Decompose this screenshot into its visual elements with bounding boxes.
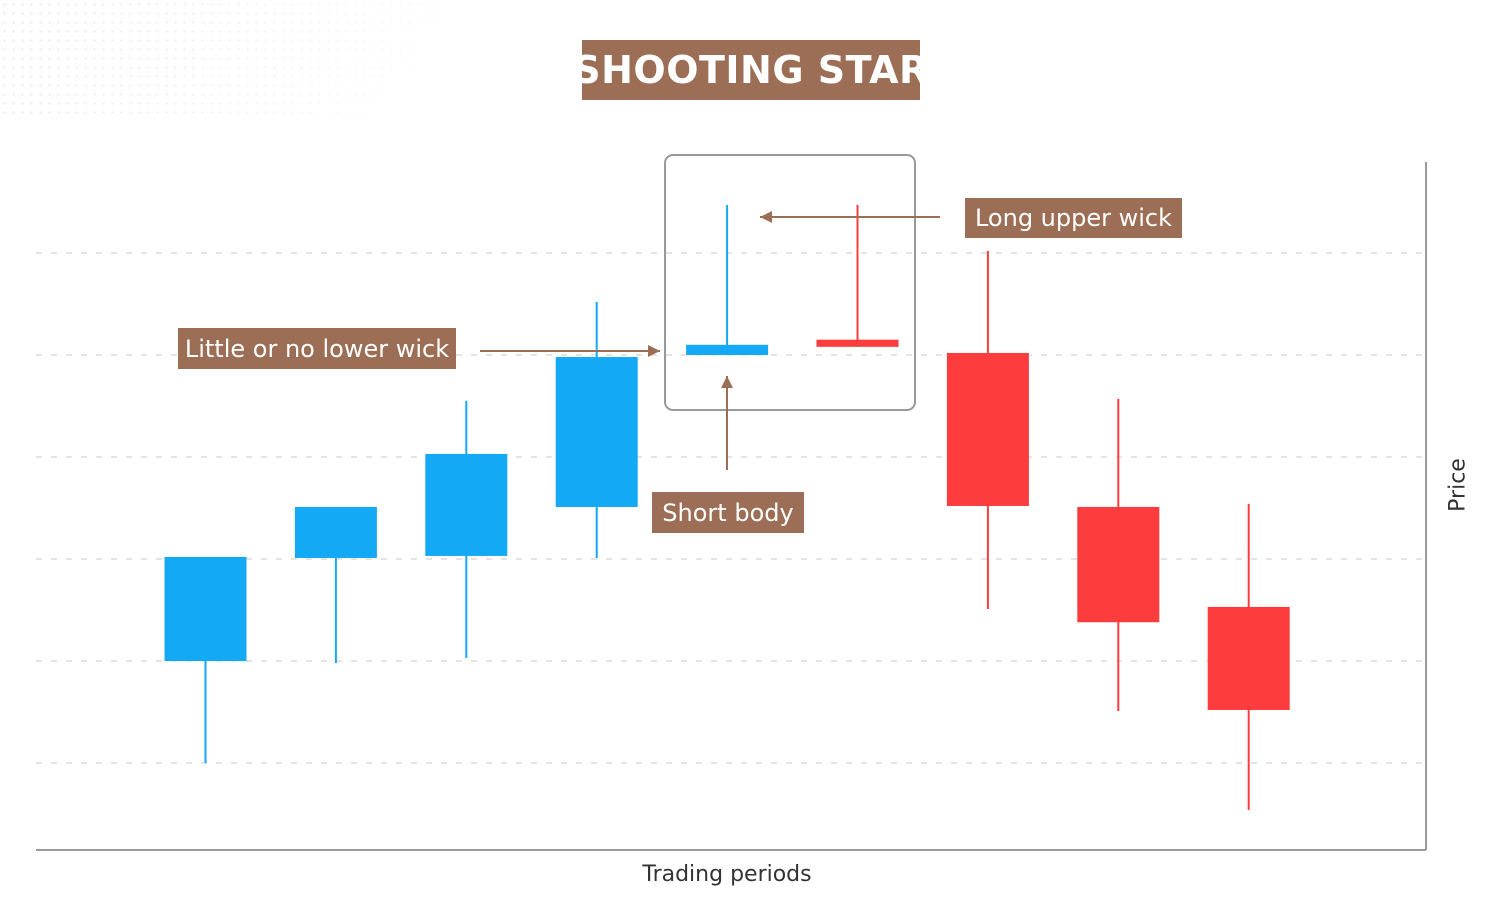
candle-7-body: [946, 352, 1029, 506]
candle-2: [294, 506, 377, 664]
candle-9: [1207, 503, 1290, 810]
candle-6-body: [816, 339, 899, 347]
candle-4-body: [555, 357, 638, 507]
long-upper-wick-arrow: [760, 211, 940, 223]
candle-1-body: [164, 556, 247, 661]
x-axis-label: Trading periods: [642, 862, 812, 887]
shooting-star-highlight-box: [664, 154, 916, 411]
annotation-arrows: [480, 211, 940, 470]
candle-5-body: [686, 344, 769, 355]
candle-5: [686, 205, 769, 355]
candle-8-body: [1077, 506, 1160, 623]
candle-2-body: [294, 506, 377, 558]
candle-3-body: [425, 453, 508, 556]
candle-9-body: [1207, 606, 1290, 710]
candle-1: [164, 556, 247, 763]
candle-6: [816, 205, 899, 347]
candles: [164, 205, 1290, 810]
lower-wick-arrow: [480, 345, 660, 357]
candle-3: [425, 400, 508, 658]
little-or-no-lower-wick-label: Little or no lower wick: [178, 328, 456, 369]
y-axis-label: Price: [1445, 458, 1471, 512]
candle-4: [555, 301, 638, 558]
short-body-arrow: [721, 376, 733, 470]
short-body-label: Short body: [652, 492, 804, 533]
chart-title: SHOOTING STAR: [573, 40, 928, 100]
candle-7: [946, 250, 1029, 609]
axes: [36, 162, 1427, 851]
long-upper-wick-label: Long upper wick: [965, 198, 1182, 238]
dotted-background-pattern: [0, 0, 620, 120]
candle-8: [1077, 398, 1160, 711]
